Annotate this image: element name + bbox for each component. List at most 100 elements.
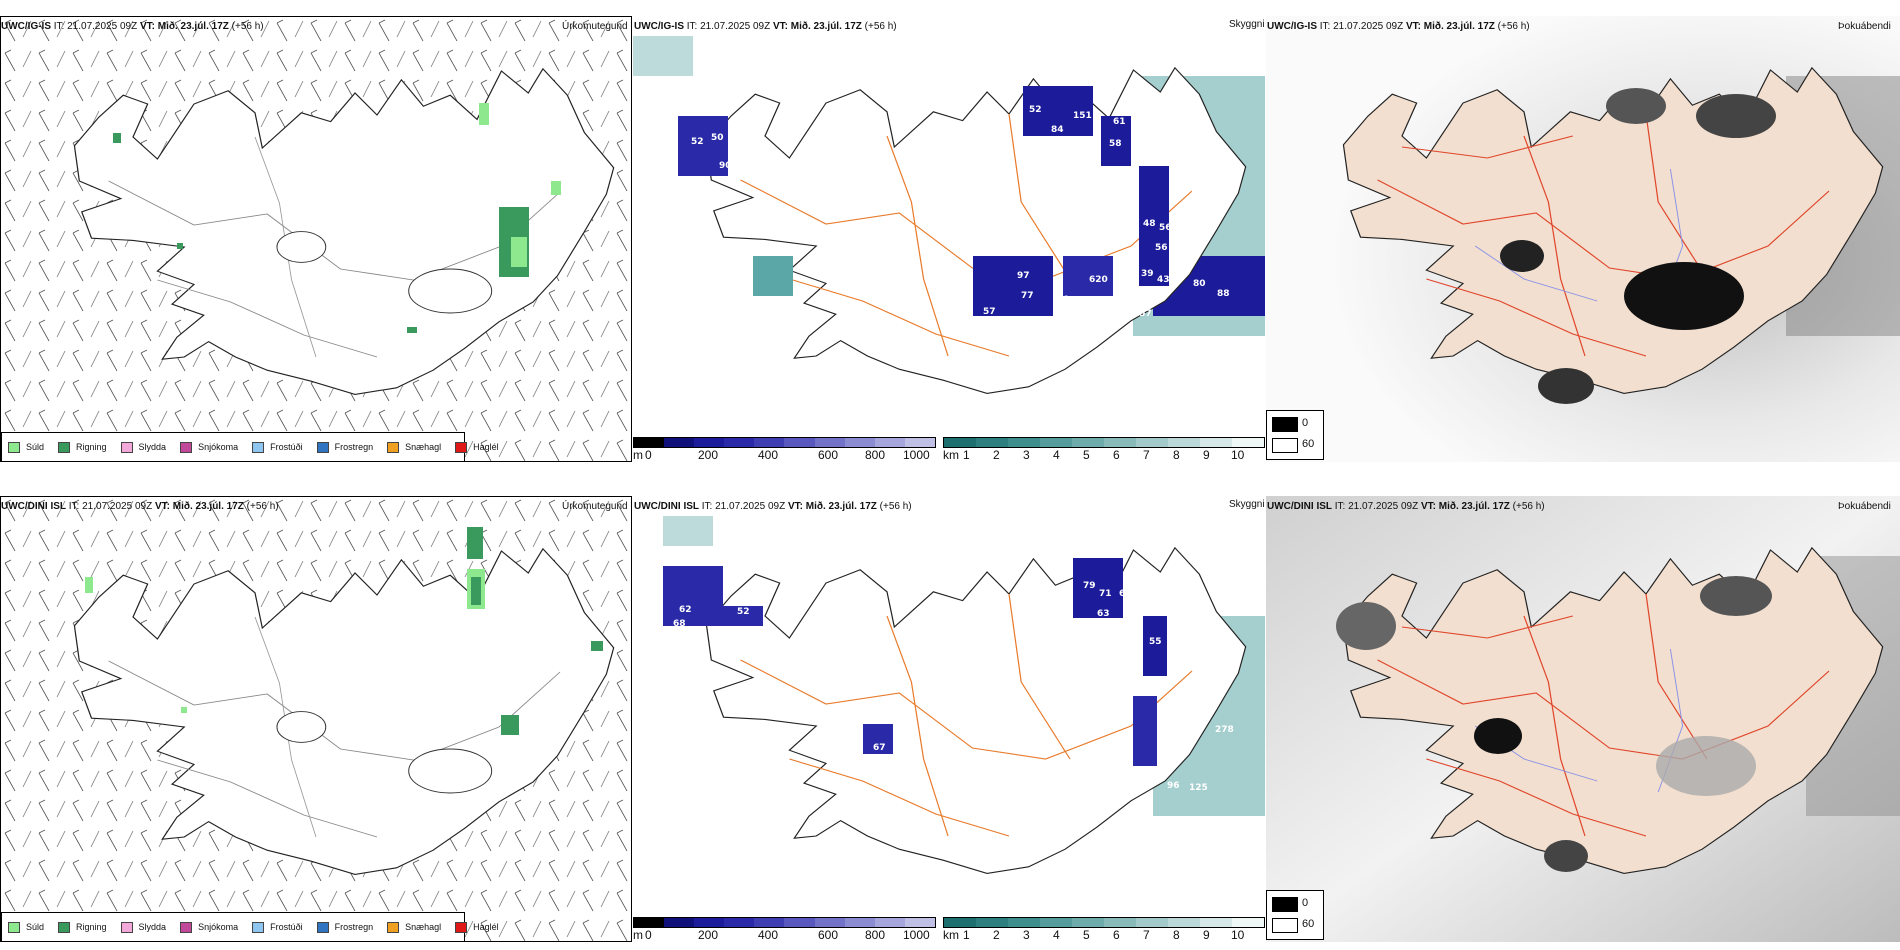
- legend-item: Súld: [8, 441, 44, 453]
- ceiling-color: [784, 918, 815, 927]
- fog-swatch-low: [1272, 438, 1298, 453]
- cloud-map-bottom: 79 71 62 63 55 52 68 62 278 96 125 67 0 …: [663, 516, 1265, 875]
- ceiling-tick: 200: [698, 448, 719, 462]
- ceiling-tick: 600: [818, 928, 839, 942]
- visibility-color: [1040, 438, 1072, 447]
- cloud-value: 151: [1073, 111, 1092, 121]
- cloud-value: 79: [1057, 295, 1070, 305]
- visibility-color: [944, 918, 976, 927]
- visibility-tick: 10: [1231, 448, 1245, 462]
- fog-label-high: 0: [1302, 897, 1309, 909]
- visibility-color: [1008, 918, 1040, 927]
- panel-name-precip-top: Úrkomutegund: [562, 21, 628, 32]
- visibility-color: [1008, 438, 1040, 447]
- cloud-value: 43: [857, 245, 870, 255]
- legend-item: Snæhagl: [387, 921, 441, 933]
- legend-item: Frostúði: [252, 921, 303, 933]
- ceiling-tick: 400: [758, 928, 779, 942]
- ceiling-color: [844, 438, 875, 447]
- visibility-tick: 8: [1173, 448, 1180, 462]
- fog-panel-top: [1266, 16, 1900, 462]
- visibility-color: [1200, 438, 1232, 447]
- rain-areas-bottom: [85, 527, 603, 735]
- ceiling-color: [874, 438, 905, 447]
- panel-title-top-3: UWC/IG-IS IT: 21.07.2025 09Z VT: Mið. 23…: [1267, 21, 1530, 32]
- cloud-value: 90: [719, 161, 732, 171]
- ceiling-color: [664, 438, 695, 447]
- visibility-tick: 3: [1023, 928, 1030, 942]
- model-name: UWC/IG-IS: [1, 21, 51, 32]
- cloud-value: 125: [1189, 783, 1208, 793]
- fog-map-top: [1266, 16, 1900, 462]
- cloud-value: 0: [895, 729, 901, 739]
- visibility-color: [1168, 918, 1200, 927]
- cloud-value: 88: [1217, 289, 1230, 299]
- fog-legend-bottom: 0 60: [1266, 890, 1324, 940]
- ceiling-tick: 400: [758, 448, 779, 462]
- ceiling-tick: 0: [645, 928, 652, 942]
- fog-swatch-low: [1272, 918, 1298, 933]
- ceiling-color: [754, 438, 785, 447]
- visibility-tick: 10: [1231, 928, 1245, 942]
- ceiling-color: [814, 438, 845, 447]
- cloud-value: 68: [673, 619, 686, 629]
- fog-swatch-high: [1272, 417, 1298, 432]
- panel-title-bottom-1: UWC/DINI ISL IT: 21.07.2025 09Z VT: Mið.…: [1, 501, 279, 512]
- fog-map-bottom: [1266, 496, 1900, 942]
- cloud-value: 62: [1185, 185, 1198, 195]
- precip-map-bottom: [1, 497, 631, 941]
- rain-areas-top: [113, 103, 561, 333]
- legend-item: Haglél: [455, 441, 499, 453]
- ceiling-tick: 0: [645, 448, 652, 462]
- legend-item: Slydda: [120, 921, 166, 933]
- legend-item: Rigning: [58, 441, 107, 453]
- ceiling-colorbar-top: m 0 200 400 600 800 1000: [633, 437, 936, 462]
- ceiling-color: [664, 918, 695, 927]
- legend-item: Súld: [8, 921, 44, 933]
- legend-item: Snæhagl: [387, 441, 441, 453]
- panel-name-fog-top: Þokuábendi: [1838, 21, 1891, 32]
- visibility-colorbar-top: km 1 2 3 4 5 6 7 8 9 10: [943, 437, 1265, 462]
- ceiling-color: [694, 918, 725, 927]
- cloud-value: 57: [983, 307, 996, 317]
- visibility-tick: 7: [1143, 928, 1150, 942]
- precip-map-top: [1, 17, 631, 461]
- fog-panel-bottom: [1266, 496, 1900, 942]
- visibility-color: [1104, 918, 1136, 927]
- panel-title-top-1: UWC/IG-IS IT: 21.07.2025 09Z VT: Mið. 23…: [1, 21, 264, 32]
- cloud-panel-top: 52 151 61 84 81 50 52 90 58 62 48 56 56 …: [633, 16, 1265, 462]
- visibility-tick: 1: [963, 928, 970, 942]
- cloud-value: 50: [711, 133, 724, 143]
- visibility-tick: 4: [1053, 448, 1060, 462]
- fog-label-high: 0: [1302, 417, 1309, 429]
- cloud-value: 71: [1099, 589, 1112, 599]
- cloud-value: 80: [1193, 279, 1206, 289]
- legend-item: Frostregn: [316, 441, 373, 453]
- cloud-value: 77: [1021, 291, 1034, 301]
- cloud-value: 56: [1159, 223, 1172, 233]
- visibility-color: [1136, 438, 1168, 447]
- ceiling-unit: m: [633, 928, 643, 942]
- valid-time: Mið. 23.júl. 17Z: [157, 21, 229, 32]
- panel-title-bottom-3: UWC/DINI ISL IT: 21.07.2025 09Z VT: Mið.…: [1267, 501, 1545, 512]
- cloud-panel-bottom: 79 71 62 63 55 52 68 62 278 96 125 67 0 …: [633, 496, 1265, 942]
- visibility-color: [1072, 438, 1104, 447]
- visibility-tick: 9: [1203, 448, 1210, 462]
- panel-name-precip-bottom: Úrkomutegund: [562, 501, 628, 512]
- visibility-tick: 1: [963, 448, 970, 462]
- visibility-color: [976, 438, 1008, 447]
- visibility-tick: 3: [1023, 448, 1030, 462]
- ceiling-color: [784, 438, 815, 447]
- visibility-tick: 4: [1053, 928, 1060, 942]
- cloud-value: 56: [1155, 243, 1168, 253]
- cloud-value: 52: [1029, 105, 1042, 115]
- visibility-tick: 7: [1143, 448, 1150, 462]
- visibility-color: [1104, 438, 1136, 447]
- legend-item: Snjókoma: [180, 441, 238, 453]
- legend-item: Rigning: [58, 921, 107, 933]
- precip-legend-bottom: Súld Rigning Slydda Snjókoma Frostúði Fr…: [1, 912, 499, 942]
- panel-title-top-2: UWC/IG-IS IT: 21.07.2025 09Z VT: Mið. 23…: [634, 21, 897, 32]
- ceiling-color: [634, 918, 665, 927]
- cloud-value: 79: [1083, 581, 1096, 591]
- cloud-value: 67: [873, 743, 886, 753]
